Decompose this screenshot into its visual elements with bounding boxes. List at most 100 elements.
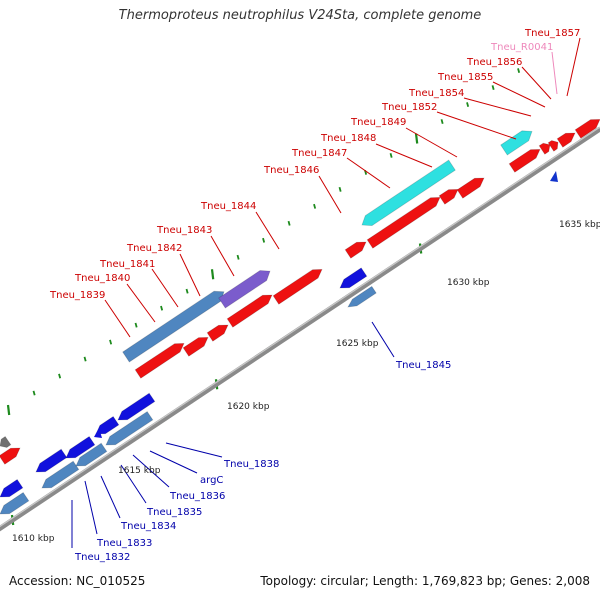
gene-label[interactable]: Tneu_1843 xyxy=(156,225,212,236)
gene-label[interactable]: argC xyxy=(200,475,223,486)
kbp-label: 1620 kbp xyxy=(227,402,270,412)
gene-label[interactable]: Tneu_1832 xyxy=(74,552,130,563)
gene-label[interactable]: Tneu_1839 xyxy=(49,290,105,301)
leader-line xyxy=(84,480,98,535)
gene-tneu-1847[interactable] xyxy=(366,196,441,249)
tick-mark xyxy=(83,356,87,362)
leader-line xyxy=(120,464,147,504)
gene-tneu-1839[interactable] xyxy=(134,342,185,379)
tick-mark xyxy=(414,133,419,144)
tick-mark xyxy=(109,339,113,345)
leader-line xyxy=(492,81,546,108)
gene-tneu-1848[interactable] xyxy=(438,188,459,205)
tick-mark xyxy=(58,373,62,379)
leader-line xyxy=(318,175,342,214)
kbp-label: 1635 kbp xyxy=(559,220,600,230)
gene-gray-left[interactable] xyxy=(0,435,12,448)
tick-mark xyxy=(338,186,342,192)
gene-tneu-1852[interactable] xyxy=(508,148,541,173)
gene-cyan-1[interactable] xyxy=(361,159,456,227)
gene-blue-band-1[interactable] xyxy=(122,290,225,363)
gene-label[interactable]: Tneu_1849 xyxy=(350,117,406,128)
tick-mark xyxy=(287,220,291,226)
backbone-highlight xyxy=(0,126,600,528)
gene-label[interactable]: Tneu_1856 xyxy=(466,57,522,68)
gene-tneu-1845[interactable] xyxy=(339,267,368,289)
kbp-scale-labels: 1610 kbp 1615 kbp 1620 kbp 1625 kbp 1630 kbp… xyxy=(12,220,600,544)
gene-tneu-1842[interactable] xyxy=(218,270,271,309)
gene-tneu-1844[interactable] xyxy=(272,268,323,305)
gene-tneu-1832[interactable] xyxy=(35,448,68,473)
leader-line xyxy=(149,450,198,474)
gene-tneu-1846[interactable] xyxy=(344,241,367,259)
gene-tneu-1835[interactable] xyxy=(75,442,108,467)
leader-line xyxy=(371,321,395,358)
gene-tneu-1854[interactable] xyxy=(538,142,551,155)
leader-line xyxy=(551,51,558,95)
gene-label[interactable]: Tneu_1845 xyxy=(395,360,451,371)
leader-line xyxy=(463,97,532,117)
kbp-label: 1615 kbp xyxy=(118,466,161,476)
gene-tneu-left[interactable] xyxy=(0,478,24,498)
tick-mark xyxy=(262,237,266,243)
tick-mark xyxy=(6,404,11,416)
tick-mark xyxy=(517,68,521,74)
gene-cyan-2[interactable] xyxy=(500,130,533,156)
gene-label[interactable]: Tneu_1838 xyxy=(223,459,279,470)
gene-label[interactable]: Tneu_R0041 xyxy=(490,42,553,53)
gene-label[interactable]: Tneu_1855 xyxy=(437,72,493,83)
gene-label[interactable]: Tneu_1852 xyxy=(381,102,437,113)
gene-tneu-1841[interactable] xyxy=(206,324,229,342)
gene-tneu-1857[interactable] xyxy=(574,118,600,139)
tick-mark xyxy=(134,322,138,328)
gene-track[interactable] xyxy=(0,118,600,515)
leader-line xyxy=(521,66,552,100)
leader-line xyxy=(179,253,201,297)
gene-label[interactable]: Tneu_1834 xyxy=(120,521,176,532)
gene-label[interactable]: Tneu_1854 xyxy=(408,88,464,99)
gene-label[interactable]: Tneu_1847 xyxy=(291,148,347,159)
accession-text: Accession: NC_010525 xyxy=(9,574,146,588)
leader-line xyxy=(126,283,156,323)
leader-line xyxy=(100,475,121,519)
gene-label[interactable]: Tneu_1846 xyxy=(263,165,319,176)
gene-tneu-1840[interactable] xyxy=(182,336,209,357)
gene-labels[interactable]: Tneu_1839 Tneu_1840 Tneu_1841 Tneu_1842 Tneu… xyxy=(49,28,580,563)
gene-tneu-1845b[interactable] xyxy=(347,285,377,308)
gene-tneu-1834[interactable] xyxy=(95,415,120,435)
leader-line xyxy=(346,157,391,189)
tick-mark xyxy=(185,288,189,294)
tick-mark xyxy=(466,102,470,107)
gene-tneu-r0041[interactable] xyxy=(550,171,558,182)
leader-line xyxy=(151,268,179,308)
gene-label[interactable]: Tneu_1857 xyxy=(524,28,580,39)
gene-tneu-1836[interactable] xyxy=(117,392,156,421)
gene-tneu-1838[interactable] xyxy=(105,411,154,446)
gene-label[interactable]: Tneu_1848 xyxy=(320,133,376,144)
tick-mark xyxy=(440,119,444,124)
gene-forward-left[interactable] xyxy=(0,447,21,465)
gene-tneu-1855[interactable] xyxy=(547,140,559,152)
gene-tneu-1833[interactable] xyxy=(65,435,96,459)
gene-tneu-1849[interactable] xyxy=(456,177,485,199)
tick-mark xyxy=(210,269,215,280)
label-leader-lines xyxy=(71,37,581,548)
kbp-label: 1625 kbp xyxy=(336,339,379,349)
gene-label[interactable]: Tneu_1833 xyxy=(96,538,152,549)
gene-label[interactable]: Tneu_1841 xyxy=(99,259,155,270)
gene-small-reverse[interactable] xyxy=(94,428,102,438)
gene-label[interactable]: Tneu_1842 xyxy=(126,243,182,254)
gene-tneu-1856[interactable] xyxy=(556,132,576,148)
leader-line xyxy=(165,442,223,458)
gene-steel-left[interactable] xyxy=(0,491,30,515)
gene-tneu-1843[interactable] xyxy=(226,294,273,328)
tick-mark xyxy=(389,153,393,158)
gene-label[interactable]: Tneu_1836 xyxy=(169,491,225,502)
gene-label[interactable]: Tneu_1844 xyxy=(200,201,256,212)
gene-argC[interactable] xyxy=(41,460,80,489)
gene-label[interactable]: Tneu_1840 xyxy=(74,273,130,284)
genome-summary-text: Topology: circular; Length: 1,769,823 bp… xyxy=(260,574,590,588)
tick-mark xyxy=(491,85,495,91)
gene-label[interactable]: Tneu_1835 xyxy=(146,507,202,518)
